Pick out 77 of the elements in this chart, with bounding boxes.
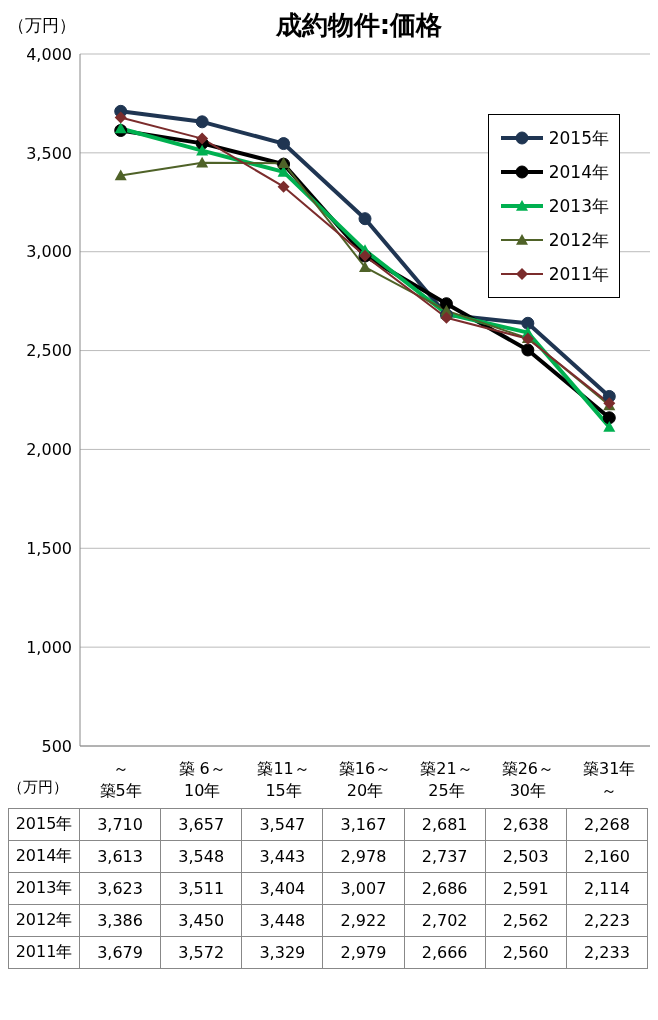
data-label: 3,679 — [79, 936, 161, 969]
data-label: 3,386 — [79, 904, 161, 937]
x-tick-label: ～築5年 — [99, 759, 142, 800]
data-label: 2,562 — [485, 904, 567, 937]
data-label: 2,223 — [566, 904, 648, 937]
text: 2013年 — [15, 878, 73, 897]
data-label: 2,681 — [404, 808, 486, 841]
data-label: 3,167 — [322, 808, 405, 841]
data-label: 2,702 — [404, 904, 486, 937]
point — [277, 180, 290, 193]
data-label: 3,404 — [241, 872, 323, 905]
data-label: 2,560 — [485, 936, 567, 969]
x-tick-label: 築31年～ — [583, 759, 636, 800]
text: 2014年 — [15, 846, 73, 865]
data-label: 2,160 — [566, 840, 648, 873]
text: 2012年 — [15, 910, 73, 929]
point — [195, 115, 209, 129]
point — [196, 132, 209, 145]
y-axis-title: （万円） — [8, 14, 76, 37]
x-tick-label: 築21～25年 — [420, 759, 473, 800]
data-label: 3,007 — [322, 872, 405, 905]
data-label: 2,666 — [404, 936, 486, 969]
data-label: 3,511 — [160, 872, 242, 905]
point — [358, 212, 372, 226]
data-label: 2,922 — [322, 904, 405, 937]
point — [603, 420, 616, 432]
data-label: 3,548 — [160, 840, 242, 873]
data-label: 3,443 — [241, 840, 323, 873]
y-tick-label: 3,500 — [26, 143, 72, 163]
point — [196, 156, 209, 168]
point — [359, 261, 371, 272]
y-tick-label: 1,500 — [26, 538, 72, 558]
data-label: 2,268 — [566, 808, 648, 841]
point — [277, 137, 291, 151]
point — [196, 144, 209, 156]
x-tick-label: 築16～20年 — [338, 759, 392, 800]
data-label: 2,503 — [485, 840, 567, 873]
data-label: 2,978 — [322, 840, 405, 873]
data-label: 2,233 — [566, 936, 648, 969]
data-label: 3,329 — [241, 936, 323, 969]
legend-label: 2015年 — [548, 126, 609, 150]
data-label: 3,657 — [160, 808, 242, 841]
legend-label: 2013年 — [548, 194, 609, 218]
y-tick-label: 1,000 — [26, 637, 72, 657]
text: 2011年 — [15, 942, 73, 961]
data-label: 2,591 — [485, 872, 567, 905]
legend-label: 2011年 — [548, 262, 609, 286]
data-label: 3,613 — [79, 840, 161, 873]
x-tick-label: 築26～30年 — [501, 759, 555, 800]
data-label: 2,686 — [404, 872, 486, 905]
text: 2015年 — [15, 814, 73, 833]
legend-label: 2012年 — [548, 228, 609, 252]
data-label: 3,448 — [241, 904, 323, 937]
chart-title: 成約物件:価格 — [275, 10, 443, 40]
x-tick-label: 築11～15年 — [257, 759, 310, 800]
y-tick-label: 2,500 — [26, 341, 72, 361]
data-label: 3,572 — [160, 936, 242, 969]
text: （万円） — [8, 778, 68, 797]
data-label: 2,638 — [485, 808, 567, 841]
data-label: 2,979 — [322, 936, 405, 969]
point — [521, 343, 535, 357]
y-tick-label: 3,000 — [26, 242, 72, 262]
data-label: 3,623 — [79, 872, 161, 905]
point — [602, 411, 616, 425]
point — [114, 111, 127, 124]
y-tick-label: 4,000 — [26, 44, 72, 64]
data-label: 2,737 — [404, 840, 486, 873]
data-label: 3,710 — [79, 808, 161, 841]
data-label: 2,114 — [566, 872, 648, 905]
point — [521, 316, 535, 330]
point — [114, 169, 127, 181]
legend-label: 2014年 — [548, 160, 609, 184]
data-label: 3,450 — [160, 904, 242, 937]
x-tick-label: 築 6～10年 — [178, 759, 226, 800]
data-label: 3,547 — [241, 808, 323, 841]
y-tick-label: 500 — [41, 736, 72, 756]
y-tick-label: 2,000 — [26, 440, 72, 460]
